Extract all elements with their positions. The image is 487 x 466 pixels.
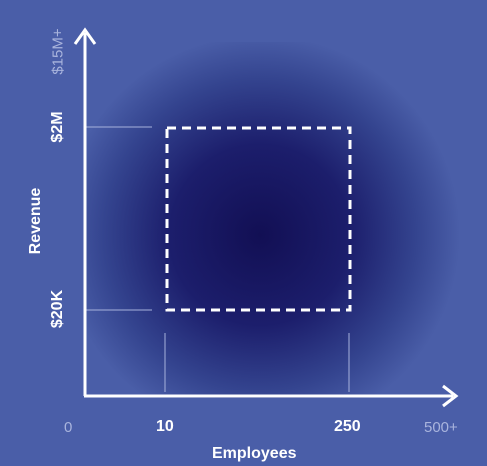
y-tick-max: $15M+ [49, 28, 67, 75]
x-tick-max: 500+ [424, 419, 458, 436]
x-axis-title: Employees [212, 445, 297, 462]
x-axis-arrowhead [442, 384, 459, 408]
y-tick-20k: $20K [49, 289, 66, 329]
y-tick-2m: $2M [49, 111, 66, 143]
y-axis-arrowhead [73, 27, 97, 45]
density-glow [85, 42, 465, 398]
target-region-box [165, 126, 352, 312]
x-tick-origin: 0 [64, 419, 73, 436]
y-axis-title: Revenue [27, 187, 44, 255]
x-tick-250: 250 [334, 418, 361, 435]
x-tick-10: 10 [156, 418, 174, 435]
